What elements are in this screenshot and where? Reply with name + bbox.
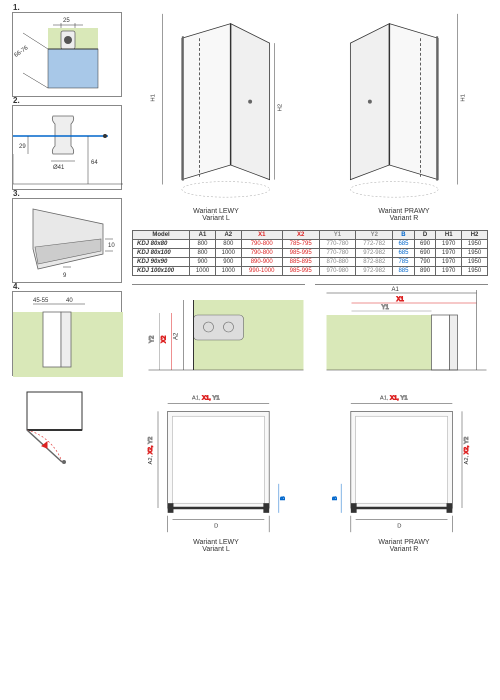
plan-right-caption: Wariant PRAWYVariant R — [329, 539, 479, 553]
plan-right: A1, X1, Y1 A2, X2, Y2 B D Wariant PRAWYV… — [329, 392, 479, 562]
plan-views: A1, X1, Y1 A2, X2, Y2 B D Wariant LEWYVa… — [132, 392, 488, 562]
table-header: H1 — [436, 231, 462, 240]
svg-text:B: B — [281, 496, 287, 500]
svg-text:B: B — [332, 496, 338, 500]
svg-text:X2: X2 — [162, 335, 168, 343]
table-header: A1 — [190, 231, 216, 240]
svg-text:64: 64 — [91, 160, 98, 166]
svg-text:66-76: 66-76 — [13, 45, 30, 59]
iso-right: H1 — [329, 9, 479, 204]
svg-text:H1: H1 — [460, 94, 466, 101]
iso-right-caption: Wariant PRAWYVariant R — [329, 208, 479, 222]
svg-text:9: 9 — [63, 273, 67, 279]
svg-text:H2: H2 — [277, 104, 283, 111]
detail-1: 1. 25 66-76 — [12, 12, 122, 97]
table-header: H2 — [462, 231, 488, 240]
svg-text:45-55: 45-55 — [33, 298, 49, 304]
table-header: X1 — [241, 231, 282, 240]
iso-left: H1 H2 — [141, 9, 291, 204]
mid-section-diagrams: A2 X2 Y2 A1 X1 Y1 — [132, 284, 488, 384]
table-header: X2 — [282, 231, 319, 240]
plan-left: A1, X1, Y1 A2, X2, Y2 B D Wariant LEWYVa… — [141, 392, 291, 562]
detail-2: 2. 29 64 Ø41 — [12, 105, 122, 190]
svg-text:A1, X1, Y1: A1, X1, Y1 — [192, 396, 220, 402]
detail-swing — [12, 384, 122, 464]
svg-text:29: 29 — [19, 144, 26, 150]
table-header: D — [414, 231, 436, 240]
svg-text:D: D — [214, 523, 218, 529]
svg-text:A1, X1, Y1: A1, X1, Y1 — [380, 396, 408, 402]
svg-text:A2: A2 — [174, 332, 180, 340]
right-column: H1 H2 Wariant LEWYVariant L H1 Wariant P… — [132, 12, 488, 688]
table-header: Y1 — [319, 231, 356, 240]
svg-text:H1: H1 — [151, 94, 157, 101]
plan-left-caption: Wariant LEWYVariant L — [141, 539, 291, 553]
left-detail-column: 1. 25 66-76 2. 29 64 Ø41 3. 9 10 4. 45-5… — [12, 12, 122, 688]
svg-text:Y1: Y1 — [382, 305, 390, 311]
svg-text:25: 25 — [63, 18, 70, 24]
detail-4: 4. 45-55 40 — [12, 291, 122, 376]
svg-text:40: 40 — [66, 298, 73, 304]
svg-text:D: D — [397, 523, 401, 529]
svg-text:X1: X1 — [397, 297, 405, 303]
svg-text:Y2: Y2 — [150, 335, 156, 343]
isometric-views: H1 H2 Wariant LEWYVariant L H1 Wariant P… — [132, 12, 488, 222]
svg-text:A1: A1 — [392, 287, 400, 293]
mid-left: A2 X2 Y2 — [132, 284, 305, 384]
detail-4-num: 4. — [13, 282, 20, 291]
iso-left-caption: Wariant LEWYVariant L — [141, 208, 291, 222]
table-row: KDJ 90x90900900890-900885-895870-880872-… — [133, 258, 488, 267]
dimensions-table: ModelA1A2X1X2Y1Y2BDH1H2 KDJ 80x808008007… — [132, 230, 488, 276]
table-row: KDJ 80x80800800790-800785-795770-780772-… — [133, 240, 488, 249]
mid-right: A1 X1 Y1 — [315, 284, 488, 384]
table-header: B — [393, 231, 415, 240]
svg-text:10: 10 — [108, 243, 115, 249]
table-row: KDJ 100x10010001000990-1000985-995970-98… — [133, 267, 488, 276]
detail-2-num: 2. — [13, 96, 20, 105]
detail-3: 3. 9 10 — [12, 198, 122, 283]
table-header: Y2 — [356, 231, 393, 240]
svg-text:A2, X2, Y2: A2, X2, Y2 — [148, 437, 154, 465]
detail-3-num: 3. — [13, 189, 20, 198]
table-row: KDJ 80x1008001000790-800985-995770-78097… — [133, 249, 488, 258]
svg-text:Ø41: Ø41 — [53, 165, 65, 171]
table-header: Model — [133, 231, 190, 240]
detail-1-num: 1. — [13, 3, 20, 12]
svg-text:A2, X2, Y2: A2, X2, Y2 — [464, 437, 470, 465]
table-header: A2 — [215, 231, 241, 240]
